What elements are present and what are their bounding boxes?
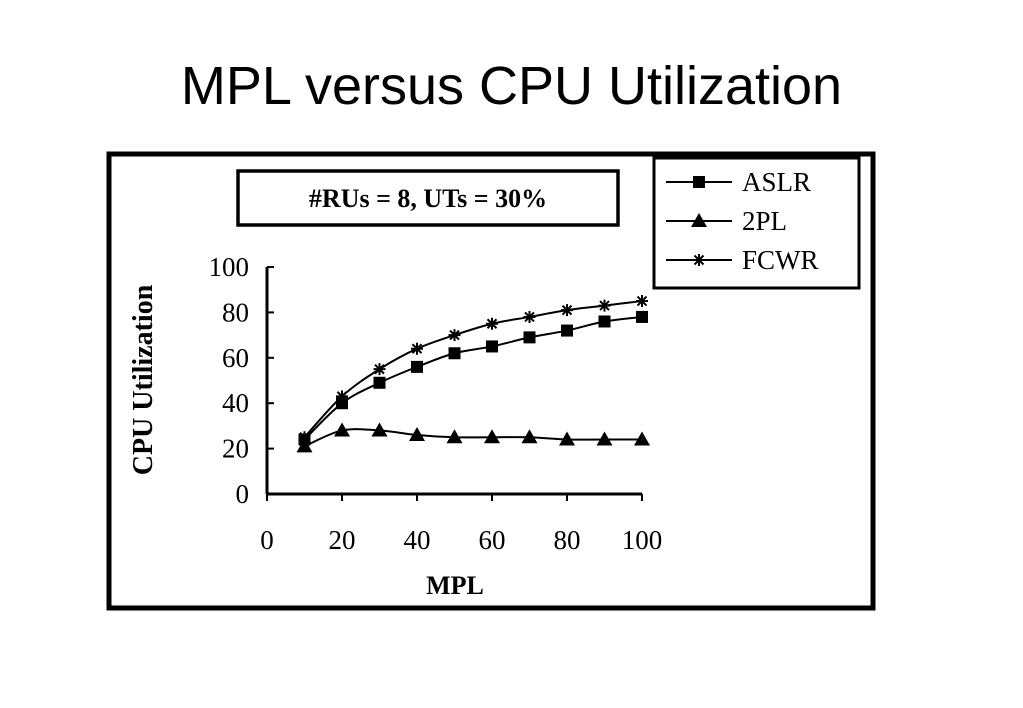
- legend-item-fcwr: FCWR: [666, 245, 819, 275]
- data-point-2pl: [484, 429, 500, 444]
- series-line-aslr: [303, 315, 643, 441]
- chart-frame: [106, 151, 876, 611]
- slide-title: MPL versus CPU Utilization: [180, 56, 843, 116]
- data-point-fcwr: [298, 431, 311, 444]
- data-point-aslr: [486, 340, 498, 353]
- y-tick-label: 100: [209, 252, 250, 282]
- plot-area: [296, 295, 650, 453]
- series-aslr: [298, 310, 648, 446]
- data-point-2pl: [521, 429, 538, 444]
- data-point-aslr: [636, 310, 648, 323]
- data-point-fcwr: [636, 295, 648, 308]
- data-point-fcwr: [561, 304, 573, 317]
- data-point-aslr: [523, 331, 536, 344]
- y-tick-label: 80: [222, 297, 249, 327]
- data-point-fcwr: [411, 342, 423, 355]
- y-tick-label: 0: [236, 479, 250, 509]
- y-tick-label: 20: [222, 434, 249, 464]
- legend-item-aslr: ASLR: [666, 167, 811, 197]
- x-tick-label: 100: [622, 525, 663, 555]
- data-point-aslr: [448, 347, 461, 360]
- x-tick-label: 20: [329, 525, 356, 555]
- data-point-2pl: [559, 431, 575, 446]
- data-point-fcwr: [448, 329, 461, 342]
- data-point-2pl: [409, 426, 425, 441]
- legend-label: 2PL: [742, 206, 787, 236]
- series-line-2pl: [304, 428, 642, 448]
- data-point-fcwr: [523, 310, 536, 323]
- legend-marker-2pl: [691, 213, 707, 227]
- data-point-aslr: [598, 315, 611, 328]
- legend-marker-aslr: [693, 176, 705, 188]
- legend: ASLR 2PL FCWR: [652, 156, 861, 290]
- legend-label: FCWR: [742, 245, 819, 275]
- data-point-fcwr: [373, 363, 386, 376]
- legend-marker-fcwr: [693, 254, 705, 266]
- data-point-2pl: [634, 431, 650, 446]
- annotation-text: #RUs = 8, UTs = 30%: [309, 184, 547, 213]
- axes: 0 20 40 60 80 100 0 20 40 60 80 100: [209, 252, 663, 555]
- series-2pl: [296, 422, 650, 453]
- data-point-aslr: [411, 360, 423, 373]
- x-axis-label: MPL: [426, 571, 484, 600]
- data-point-fcwr: [336, 390, 348, 403]
- data-point-aslr: [373, 376, 386, 389]
- legend-label: ASLR: [742, 167, 811, 197]
- x-tick-label: 60: [479, 525, 506, 555]
- data-point-fcwr: [486, 317, 498, 330]
- series-fcwr: [298, 295, 648, 444]
- data-point-aslr: [561, 324, 573, 337]
- x-tick-label: 0: [260, 525, 274, 555]
- data-point-2pl: [296, 438, 313, 453]
- x-tick-label: 80: [554, 525, 581, 555]
- y-tick-label: 60: [222, 343, 249, 373]
- series-line-fcwr: [303, 300, 643, 438]
- data-point-2pl: [334, 422, 350, 437]
- data-point-fcwr: [598, 299, 611, 312]
- x-tick-label: 40: [404, 525, 431, 555]
- annotation-box: #RUs = 8, UTs = 30%: [236, 169, 620, 227]
- y-axis-label: CPU Utilization: [128, 284, 159, 475]
- legend-item-2pl: 2PL: [666, 206, 787, 236]
- data-point-2pl: [446, 429, 463, 444]
- data-point-2pl: [371, 422, 388, 437]
- y-tick-label: 40: [222, 388, 249, 418]
- data-point-2pl: [596, 431, 613, 446]
